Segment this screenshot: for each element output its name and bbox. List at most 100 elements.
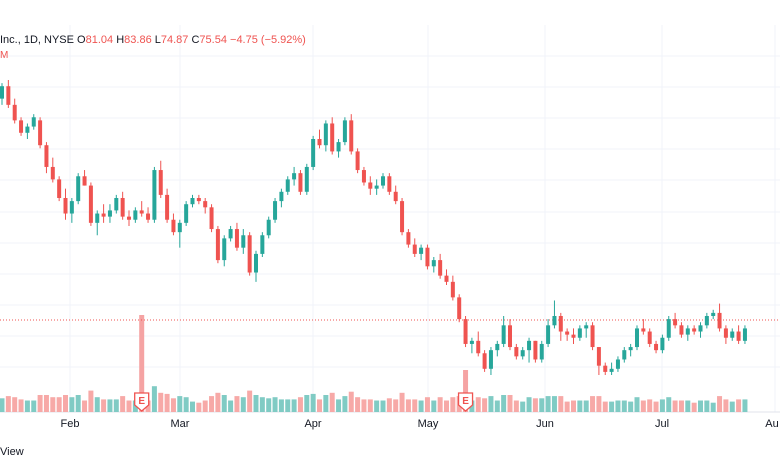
volume-bar	[278, 399, 284, 412]
x-tick-label: Au	[765, 418, 778, 430]
candle-body	[279, 191, 284, 202]
candle-body	[717, 312, 722, 329]
volume-bar	[367, 399, 373, 412]
volume-bar	[158, 392, 164, 412]
candle	[323, 120, 328, 152]
volume-bar	[609, 401, 615, 412]
volume-bar	[348, 391, 354, 412]
candle-body	[374, 185, 379, 189]
candle	[38, 117, 43, 149]
candle	[158, 160, 163, 198]
candle	[241, 229, 246, 254]
candle	[120, 191, 125, 220]
volume-bar	[183, 397, 189, 412]
candle-body	[323, 123, 328, 146]
candle-body	[603, 365, 608, 372]
volume-bar	[729, 401, 735, 412]
volume-bar	[336, 399, 342, 412]
candle	[387, 173, 392, 195]
candle	[57, 176, 62, 202]
candle-body	[584, 325, 589, 329]
candle-body	[552, 316, 557, 326]
candle	[660, 334, 665, 354]
volume-bar	[329, 392, 335, 412]
candle-body	[95, 213, 100, 223]
candle	[641, 319, 646, 335]
candle-body	[133, 210, 138, 220]
candle	[527, 337, 532, 363]
volume-bar	[24, 400, 30, 412]
candle	[76, 173, 81, 205]
volume-bar	[221, 395, 227, 412]
candle-body	[203, 201, 208, 208]
candle-body	[615, 359, 620, 369]
volume-bar	[672, 400, 678, 412]
candle-body	[285, 179, 290, 192]
candle-body	[120, 198, 125, 217]
volume-bar	[444, 400, 449, 412]
candle-body	[679, 325, 684, 335]
volume-bar	[558, 396, 564, 412]
earnings-flag-shape	[457, 392, 474, 412]
candle-body	[723, 328, 728, 338]
candle	[450, 275, 455, 301]
candle	[234, 222, 239, 251]
volume-bar	[653, 401, 659, 412]
volume-bar	[513, 400, 519, 412]
candle-body	[12, 104, 17, 121]
volume-bar	[520, 401, 526, 412]
candle-body	[400, 201, 405, 233]
volume-bar	[494, 400, 500, 412]
volume-bar	[170, 398, 176, 412]
candle-body	[38, 120, 43, 146]
candle	[431, 257, 436, 273]
volume-bar	[431, 400, 437, 412]
candle	[361, 166, 366, 186]
candle-body	[266, 219, 271, 236]
volume-bar	[18, 399, 24, 412]
volume-bar	[304, 395, 310, 412]
candle-body	[82, 176, 87, 186]
candle-body	[190, 198, 195, 205]
earnings-flag-label: E	[138, 396, 145, 407]
volume-bar	[37, 395, 43, 412]
candle-body	[222, 238, 227, 261]
x-axis: Feb Mar Apr May Jun Jul Au	[61, 418, 779, 430]
volume-bar	[139, 315, 145, 412]
volume-bar	[202, 400, 208, 412]
volume-bar	[596, 396, 602, 412]
candle-body	[590, 325, 595, 348]
candle-body	[685, 328, 690, 335]
candle-body	[666, 319, 671, 338]
earnings-flag[interactable]: E	[134, 392, 150, 412]
candle	[565, 328, 570, 341]
candle	[393, 185, 398, 205]
candle	[635, 325, 639, 351]
candle	[190, 194, 195, 208]
volume-bar	[736, 399, 742, 412]
candle-body	[571, 334, 576, 338]
volume-bar	[463, 370, 469, 412]
low-value: 74.87	[160, 34, 189, 46]
earnings-flag[interactable]: E	[457, 392, 474, 412]
candle-body	[101, 213, 106, 217]
candle	[165, 188, 170, 223]
candle-body	[425, 247, 430, 267]
candle-body	[31, 117, 36, 127]
volume-bar	[412, 399, 418, 412]
candle-body	[330, 123, 335, 152]
candle	[133, 207, 138, 223]
candle-body	[355, 151, 360, 171]
candle	[692, 325, 697, 335]
candle-body	[539, 343, 544, 360]
candlestick-series	[0, 80, 747, 375]
high-value: 83.86	[124, 34, 152, 46]
candle	[584, 322, 589, 338]
candle	[609, 362, 614, 375]
candle	[419, 244, 424, 261]
candle	[222, 235, 227, 267]
indicator-label: M	[0, 50, 9, 61]
candle-body	[336, 142, 341, 152]
